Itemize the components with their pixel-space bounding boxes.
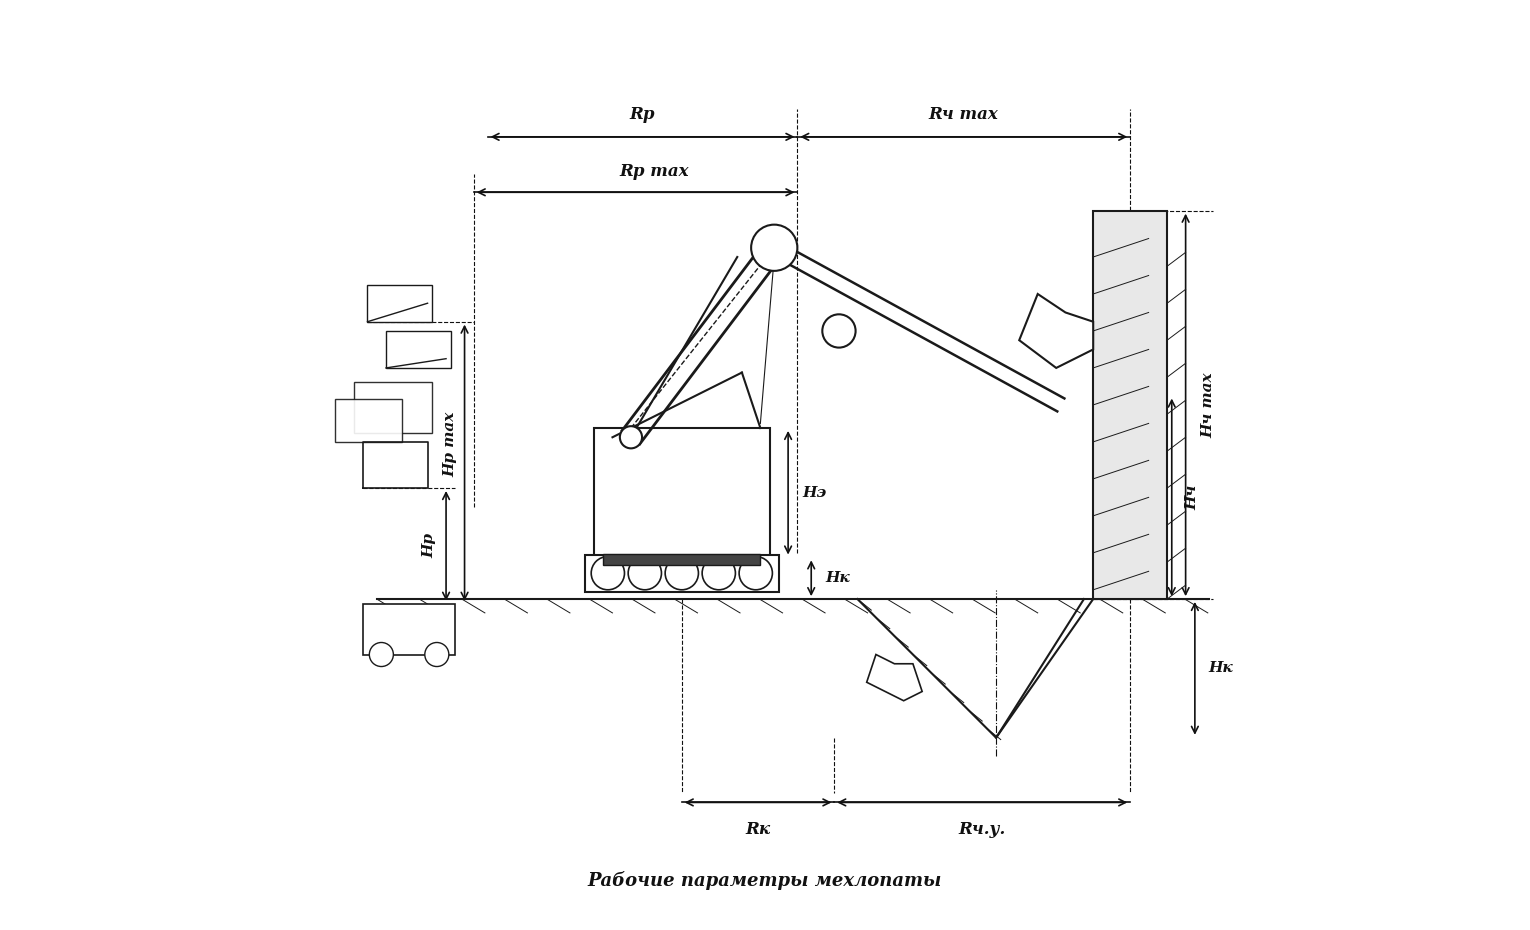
Bar [367,285,431,322]
Bar [584,554,779,591]
Text: Rк: Rк [745,821,771,838]
Circle shape [739,556,773,590]
Circle shape [620,426,643,448]
Bar [363,604,456,655]
Text: Hк: Hк [825,571,849,585]
Text: Hч max: Hч max [1201,372,1215,438]
Text: Рабочие параметры мехлопаты: Рабочие параметры мехлопаты [588,871,942,890]
Text: Rч max: Rч max [929,106,999,123]
Text: Hр: Hр [422,534,436,558]
Bar [1092,211,1167,599]
Circle shape [425,643,448,667]
Text: Hэ: Hэ [802,485,826,499]
Bar [335,399,402,442]
Polygon shape [866,655,923,700]
Text: Hк: Hк [1209,661,1233,675]
Text: Rч.у.: Rч.у. [959,821,1005,838]
Bar [594,428,770,557]
Circle shape [751,225,797,271]
Bar [603,553,760,565]
Text: Rр: Rр [630,106,655,123]
Circle shape [702,556,736,590]
Text: Hч: Hч [1186,485,1200,510]
Circle shape [822,314,855,348]
Circle shape [629,556,661,590]
Bar [386,331,451,368]
Circle shape [591,556,624,590]
Circle shape [666,556,698,590]
Text: Hр max: Hр max [444,411,457,477]
Bar [353,382,431,432]
Circle shape [369,643,393,667]
Text: Rр max: Rр max [620,164,689,180]
Polygon shape [1019,294,1092,368]
